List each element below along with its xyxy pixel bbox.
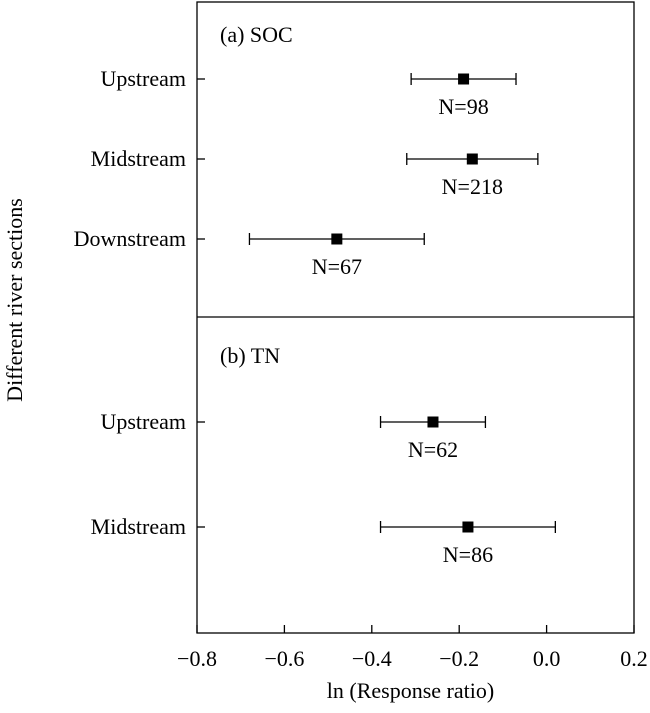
y-tick-label: Upstream bbox=[100, 66, 186, 91]
y-tick-label: Downstream bbox=[74, 226, 186, 251]
y-tick-label: Upstream bbox=[100, 409, 186, 434]
panel-title: (b) TN bbox=[220, 343, 280, 368]
sample-size-label: N=86 bbox=[443, 542, 493, 567]
sample-size-label: N=98 bbox=[438, 94, 488, 119]
x-tick-label: 0.0 bbox=[533, 646, 561, 671]
sample-size-label: N=218 bbox=[442, 174, 503, 199]
x-tick-label: −0.2 bbox=[439, 646, 479, 671]
y-axis-title: Different river sections bbox=[2, 198, 27, 402]
x-tick-label: −0.4 bbox=[352, 646, 392, 671]
mean-marker bbox=[458, 73, 470, 85]
x-tick-label: −0.8 bbox=[177, 646, 217, 671]
mean-marker bbox=[427, 416, 439, 428]
mean-marker bbox=[331, 233, 343, 245]
x-tick-label: −0.6 bbox=[264, 646, 304, 671]
sample-size-label: N=67 bbox=[312, 254, 362, 279]
mean-marker bbox=[462, 521, 474, 533]
x-axis-title: ln (Response ratio) bbox=[327, 678, 494, 703]
y-tick-label: Midstream bbox=[91, 514, 186, 539]
y-tick-label: Midstream bbox=[91, 146, 186, 171]
sample-size-label: N=62 bbox=[408, 437, 458, 462]
panel-title: (a) SOC bbox=[220, 22, 293, 47]
x-tick-label: 0.2 bbox=[620, 646, 648, 671]
mean-marker bbox=[466, 153, 478, 165]
